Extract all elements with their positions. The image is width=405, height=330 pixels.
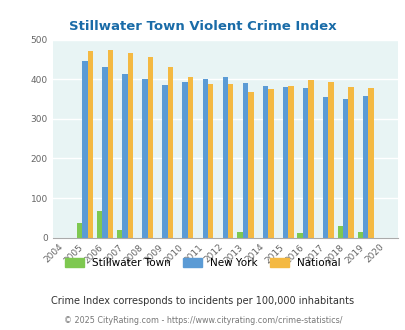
Bar	[128, 53, 133, 238]
Bar	[222, 77, 228, 238]
Legend: Stillwater Town, New York, National: Stillwater Town, New York, National	[61, 253, 344, 272]
Bar	[107, 50, 113, 238]
Bar	[297, 233, 302, 238]
Bar	[268, 89, 273, 238]
Bar	[282, 87, 288, 238]
Bar	[207, 83, 213, 238]
Bar	[307, 81, 313, 238]
Bar	[102, 67, 107, 238]
Text: Crime Index corresponds to incidents per 100,000 inhabitants: Crime Index corresponds to incidents per…	[51, 296, 354, 306]
Bar	[117, 230, 122, 238]
Bar	[122, 74, 128, 238]
Bar	[167, 67, 173, 238]
Bar	[328, 82, 333, 238]
Bar	[82, 61, 87, 238]
Bar	[302, 88, 307, 238]
Bar	[368, 87, 373, 238]
Bar	[362, 96, 368, 238]
Bar	[162, 85, 167, 238]
Bar	[87, 51, 93, 238]
Bar	[342, 99, 347, 238]
Bar	[347, 87, 353, 238]
Bar	[242, 83, 247, 238]
Bar	[77, 223, 82, 238]
Bar	[288, 86, 293, 238]
Bar	[237, 232, 242, 238]
Bar	[357, 232, 362, 238]
Text: Stillwater Town Violent Crime Index: Stillwater Town Violent Crime Index	[69, 20, 336, 33]
Bar	[247, 92, 253, 238]
Bar	[322, 97, 328, 238]
Bar	[337, 226, 342, 238]
Bar	[142, 79, 147, 238]
Bar	[228, 84, 233, 238]
Bar	[147, 57, 153, 238]
Bar	[96, 211, 102, 238]
Bar	[202, 79, 207, 238]
Bar	[262, 86, 268, 238]
Text: © 2025 CityRating.com - https://www.cityrating.com/crime-statistics/: © 2025 CityRating.com - https://www.city…	[64, 316, 341, 325]
Bar	[188, 77, 193, 238]
Bar	[182, 82, 188, 238]
